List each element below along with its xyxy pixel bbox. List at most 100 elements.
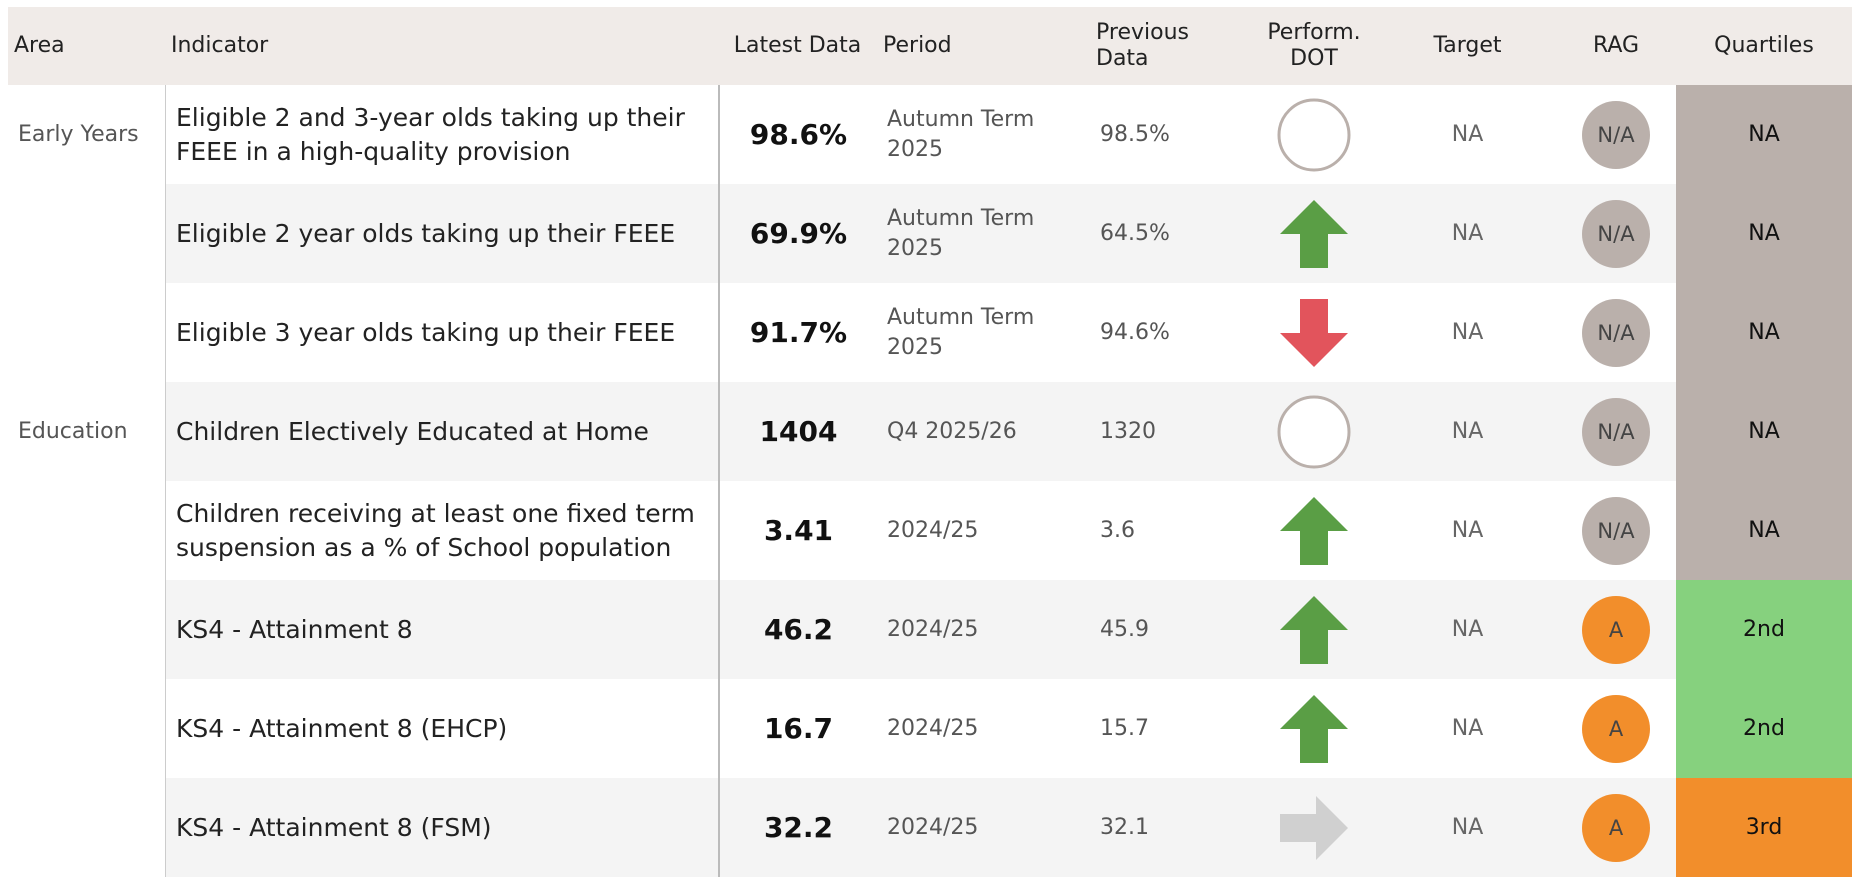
indicator: Eligible 2 year olds taking up their FEE…	[165, 184, 718, 283]
period: 2024/25	[877, 481, 1090, 580]
area	[8, 580, 165, 679]
dot-icon	[1280, 795, 1348, 860]
quartile: NA	[1676, 481, 1852, 580]
quartile: NA	[1676, 283, 1852, 382]
dot-icon	[1277, 395, 1351, 468]
area	[8, 283, 165, 382]
rag-cell: A	[1556, 778, 1676, 877]
dot-icon	[1280, 199, 1348, 268]
target: NA	[1379, 778, 1556, 877]
column-header: Period	[877, 7, 1090, 85]
indicator: KS4 - Attainment 8 (EHCP)	[165, 679, 718, 778]
dot-cell	[1249, 283, 1379, 382]
latest-data: 3.41	[718, 481, 877, 580]
quartile: NA	[1676, 382, 1852, 481]
dot-shape	[1280, 595, 1348, 664]
indicator: Children Electively Educated at Home	[165, 382, 718, 481]
area	[8, 679, 165, 778]
previous-data: 3.6	[1090, 481, 1249, 580]
dot-shape	[1280, 694, 1348, 763]
rag-badge: N/A	[1582, 298, 1650, 367]
area	[8, 778, 165, 877]
dot-cell	[1249, 85, 1379, 184]
quartile: 2nd	[1676, 580, 1852, 679]
column-header: Perform. DOT	[1249, 7, 1379, 85]
period: Q4 2025/26	[877, 382, 1090, 481]
previous-data: 32.1	[1090, 778, 1249, 877]
column-header: RAG	[1556, 7, 1676, 85]
dot-shape	[1280, 496, 1348, 565]
rag-cell: N/A	[1556, 382, 1676, 481]
rag-badge: N/A	[1582, 496, 1650, 565]
period: Autumn Term 2025	[877, 283, 1090, 382]
rag-badge: A	[1582, 793, 1650, 862]
previous-data: 94.6%	[1090, 283, 1249, 382]
rag-badge: N/A	[1582, 397, 1650, 466]
area	[8, 481, 165, 580]
indicator: Eligible 3 year olds taking up their FEE…	[165, 283, 718, 382]
dot-icon	[1277, 98, 1351, 171]
column-header: Indicator	[165, 7, 718, 85]
dot-icon	[1280, 496, 1348, 565]
quartile: NA	[1676, 184, 1852, 283]
quartile: 2nd	[1676, 679, 1852, 778]
period: Autumn Term 2025	[877, 184, 1090, 283]
dot-shape	[1277, 98, 1351, 171]
dot-cell	[1249, 184, 1379, 283]
latest-data: 91.7%	[718, 283, 877, 382]
period: 2024/25	[877, 679, 1090, 778]
dot-cell	[1249, 679, 1379, 778]
latest-data: 32.2	[718, 778, 877, 877]
quartile: 3rd	[1676, 778, 1852, 877]
rag-cell: N/A	[1556, 85, 1676, 184]
previous-data: 98.5%	[1090, 85, 1249, 184]
previous-data: 15.7	[1090, 679, 1249, 778]
dot-shape	[1280, 795, 1348, 860]
target: NA	[1379, 382, 1556, 481]
rag-badge: N/A	[1582, 199, 1650, 268]
rag-cell: N/A	[1556, 184, 1676, 283]
previous-data: 64.5%	[1090, 184, 1249, 283]
dot-icon	[1280, 595, 1348, 664]
area	[8, 184, 165, 283]
target: NA	[1379, 283, 1556, 382]
rag-badge: A	[1582, 694, 1650, 763]
latest-data: 16.7	[718, 679, 877, 778]
column-header: Latest Data	[718, 7, 877, 85]
dot-shape	[1277, 395, 1351, 468]
latest-data: 46.2	[718, 580, 877, 679]
target: NA	[1379, 85, 1556, 184]
dot-cell	[1249, 778, 1379, 877]
dot-cell	[1249, 481, 1379, 580]
rag-badge: N/A	[1582, 100, 1650, 169]
dot-shape	[1280, 298, 1348, 367]
indicator: Eligible 2 and 3-year olds taking up the…	[165, 85, 718, 184]
dot-cell	[1249, 382, 1379, 481]
indicator: KS4 - Attainment 8	[165, 580, 718, 679]
previous-data: 45.9	[1090, 580, 1249, 679]
dot-icon	[1280, 298, 1348, 367]
rag-cell: A	[1556, 679, 1676, 778]
latest-data: 1404	[718, 382, 877, 481]
kpi-table: Area Indicator Latest Data Period Previous D…	[8, 7, 1852, 877]
area: Education	[8, 382, 165, 481]
period: 2024/25	[877, 580, 1090, 679]
area: Early Years	[8, 85, 165, 184]
rag-cell: N/A	[1556, 481, 1676, 580]
indicator: KS4 - Attainment 8 (FSM)	[165, 778, 718, 877]
column-header: Previous Data	[1090, 7, 1249, 85]
previous-data: 1320	[1090, 382, 1249, 481]
column-header: Quartiles	[1676, 7, 1852, 85]
dot-cell	[1249, 580, 1379, 679]
rag-cell: N/A	[1556, 283, 1676, 382]
dot-shape	[1280, 199, 1348, 268]
target: NA	[1379, 481, 1556, 580]
period: Autumn Term 2025	[877, 85, 1090, 184]
period: 2024/25	[877, 778, 1090, 877]
rag-cell: A	[1556, 580, 1676, 679]
latest-data: 69.9%	[718, 184, 877, 283]
rag-badge: A	[1582, 595, 1650, 664]
quartile: NA	[1676, 85, 1852, 184]
target: NA	[1379, 184, 1556, 283]
